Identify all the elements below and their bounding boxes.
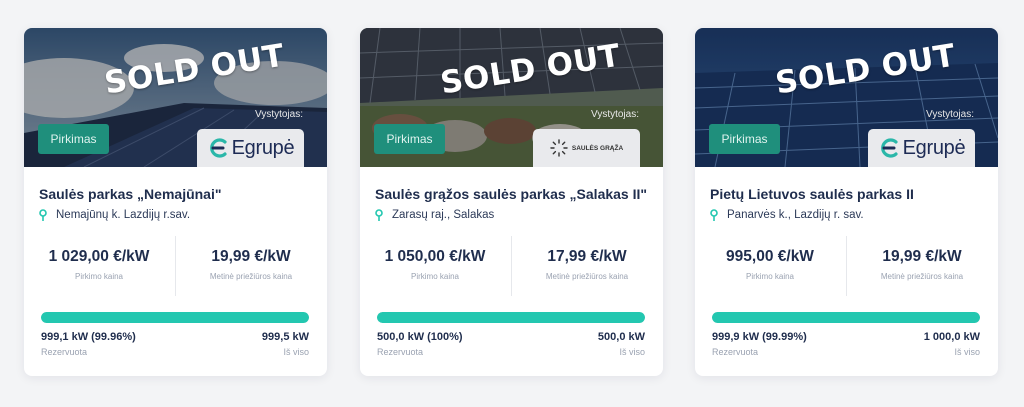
purchase-price-label: Pirkimo kaina — [74, 272, 123, 281]
price-divider — [511, 236, 512, 296]
purchase-price: 1 050,00 €/kW Pirkimo kaina — [360, 248, 510, 281]
reservation-progress — [377, 312, 645, 323]
project-title[interactable]: Saulės grąžos saulės parkas „Salakas II" — [375, 186, 648, 202]
developer-label: Vystytojas: — [926, 109, 974, 120]
purchase-badge[interactable]: Pirkimas — [709, 124, 780, 154]
reserved-info: 999,9 kW (99.99%) Rezervuota — [712, 331, 807, 357]
maintenance-price-value: 19,99 €/kW — [882, 248, 962, 265]
developer-logo[interactable]: SAULĖS GRĄŽA — [533, 129, 640, 167]
price-divider — [846, 236, 847, 296]
purchase-price: 995,00 €/kW Pirkimo kaina — [695, 248, 845, 281]
purchase-badge[interactable]: Pirkimas — [374, 124, 445, 154]
project-card[interactable]: SOLD OUT Pirkimas Vystytojas: SAULĖS GRĄ… — [360, 28, 663, 376]
project-image[interactable]: SOLD OUT Pirkimas Vystytojas: SAULĖS GRĄ… — [360, 28, 663, 167]
purchase-price-value: 1 029,00 €/kW — [48, 248, 150, 265]
developer-logo-text: Egrupė — [902, 136, 966, 159]
reserved-label: Rezervuota — [377, 347, 424, 357]
reserved-value: 999,9 kW (99.99%) — [712, 331, 807, 343]
purchase-price-value: 1 050,00 €/kW — [384, 248, 486, 265]
reserved-label: Rezervuota — [712, 347, 759, 357]
project-image[interactable]: SOLD OUT Pirkimas Vystytojas: Egrupė — [24, 28, 327, 167]
total-label: Iš viso — [619, 347, 645, 357]
total-info: 500,0 kW Iš viso — [598, 331, 645, 357]
reserved-label: Rezervuota — [41, 347, 88, 357]
project-image[interactable]: SOLD OUT Pirkimas Vystytojas: Egrupė — [695, 28, 998, 167]
total-label: Iš viso — [283, 347, 309, 357]
map-pin-icon — [39, 209, 47, 221]
reserved-value: 500,0 kW (100%) — [377, 331, 463, 343]
maintenance-price: 19,99 €/kW Metinė priežiūros kaina — [176, 248, 326, 281]
developer-logo-text: SAULĖS GRĄŽA — [571, 144, 624, 152]
project-location: Panarvės k., Lazdijų r. sav. — [710, 209, 864, 221]
total-value: 1 000,0 kW — [923, 331, 980, 343]
project-card[interactable]: SOLD OUT Pirkimas Vystytojas: Egrupė Pie… — [695, 28, 998, 376]
price-divider — [175, 236, 176, 296]
developer-logo[interactable]: Egrupė — [868, 129, 975, 167]
total-label: Iš viso — [954, 347, 980, 357]
reservation-progress-fill — [41, 312, 309, 323]
purchase-price-label: Pirkimo kaina — [410, 272, 459, 281]
maintenance-price-label: Metinė priežiūros kaina — [209, 272, 293, 281]
egrupe-logo-icon — [880, 138, 898, 158]
sun-logo-icon — [550, 139, 568, 157]
developer-label: Vystytojas: — [255, 109, 303, 120]
reserved-value: 999,1 kW (99.96%) — [41, 331, 136, 343]
total-info: 999,5 kW Iš viso — [262, 331, 309, 357]
total-value: 500,0 kW — [597, 331, 645, 343]
reservation-progress — [41, 312, 309, 323]
project-location: Zarasų raj., Salakas — [375, 209, 494, 221]
maintenance-price-label: Metinė priežiūros kaina — [545, 272, 629, 281]
reserved-info: 999,1 kW (99.96%) Rezervuota — [41, 331, 136, 357]
project-location: Nemajūnų k. Lazdijų r.sav. — [39, 209, 190, 221]
purchase-badge[interactable]: Pirkimas — [38, 124, 109, 154]
location-text: Nemajūnų k. Lazdijų r.sav. — [56, 209, 191, 221]
egrupe-logo-icon — [209, 138, 227, 158]
location-text: Panarvės k., Lazdijų r. sav. — [727, 209, 864, 221]
project-title[interactable]: Pietų Lietuvos saulės parkas II — [710, 186, 914, 202]
developer-logo-text: Egrupė — [231, 136, 295, 159]
purchase-price-label: Pirkimo kaina — [745, 272, 794, 281]
maintenance-price: 19,99 €/kW Metinė priežiūros kaina — [847, 248, 997, 281]
solar-farm-photo — [24, 28, 327, 167]
reservation-progress — [712, 312, 980, 323]
project-title[interactable]: Saulės parkas „Nemajūnai" — [39, 186, 222, 202]
map-pin-icon — [375, 209, 383, 221]
maintenance-price-value: 19,99 €/kW — [211, 248, 291, 265]
maintenance-price-value: 17,99 €/kW — [547, 248, 627, 265]
purchase-price-value: 995,00 €/kW — [726, 248, 814, 265]
total-info: 1 000,0 kW Iš viso — [924, 331, 980, 357]
developer-label: Vystytojas: — [591, 109, 639, 120]
location-text: Zarasų raj., Salakas — [392, 209, 495, 221]
reservation-progress-fill — [712, 312, 980, 323]
purchase-price: 1 029,00 €/kW Pirkimo kaina — [24, 248, 174, 281]
developer-logo[interactable]: Egrupė — [197, 129, 304, 167]
maintenance-price-label: Metinė priežiūros kaina — [880, 272, 964, 281]
project-card[interactable]: SOLD OUT Pirkimas Vystytojas: Egrupė Sau… — [24, 28, 327, 376]
total-value: 999,5 kW — [261, 331, 309, 343]
reserved-info: 500,0 kW (100%) Rezervuota — [377, 331, 463, 357]
map-pin-icon — [710, 209, 718, 221]
reservation-progress-fill — [377, 312, 645, 323]
maintenance-price: 17,99 €/kW Metinė priežiūros kaina — [512, 248, 662, 281]
